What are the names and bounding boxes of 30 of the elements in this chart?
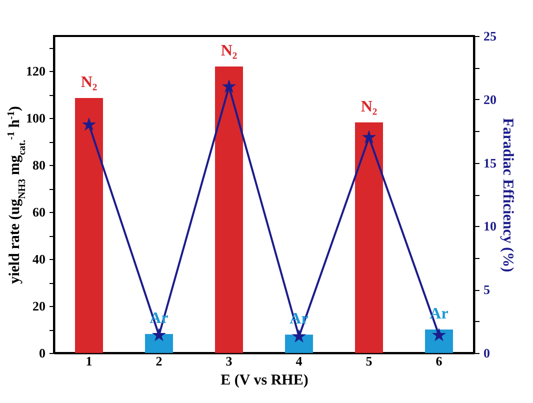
annotation: N₂ (80, 74, 98, 91)
y2-tick-label: 0 (484, 346, 490, 360)
y2-axis-title: Faradiac Efficiency (%) (500, 118, 516, 272)
y2-tick-label: 20 (484, 92, 496, 107)
y-tick-label: 100 (26, 110, 46, 126)
y-tick-label: 20 (32, 298, 46, 314)
y2-tick-label: 10 (484, 218, 496, 234)
x-tick-label: 1 (86, 354, 92, 368)
x-tick-label: 2 (156, 354, 162, 368)
y-tick-label: 120 (26, 64, 46, 79)
y2-tick-label: 5 (484, 282, 490, 298)
x-tick-label: 5 (366, 354, 373, 368)
bar (285, 334, 313, 353)
x-tick-label: 6 (436, 354, 443, 368)
bar (145, 334, 173, 353)
x-tick-label: 3 (226, 354, 233, 368)
y-tick-label: 60 (32, 204, 46, 220)
x-tick-label: 4 (296, 354, 303, 368)
bar (355, 122, 383, 353)
y-tick-label: 80 (32, 158, 46, 173)
bar (425, 330, 453, 353)
annotation: N₂ (220, 42, 238, 60)
y2-tick-label: 25 (484, 28, 497, 44)
bar (75, 98, 103, 353)
x-axis-title: E (V vs RHE) (220, 372, 308, 388)
y-tick-label: 40 (32, 252, 46, 267)
y2-tick-label: 15 (484, 155, 497, 170)
bar (215, 66, 243, 353)
y-tick-label: 0 (39, 346, 46, 360)
annotation: N₂ (360, 98, 378, 116)
